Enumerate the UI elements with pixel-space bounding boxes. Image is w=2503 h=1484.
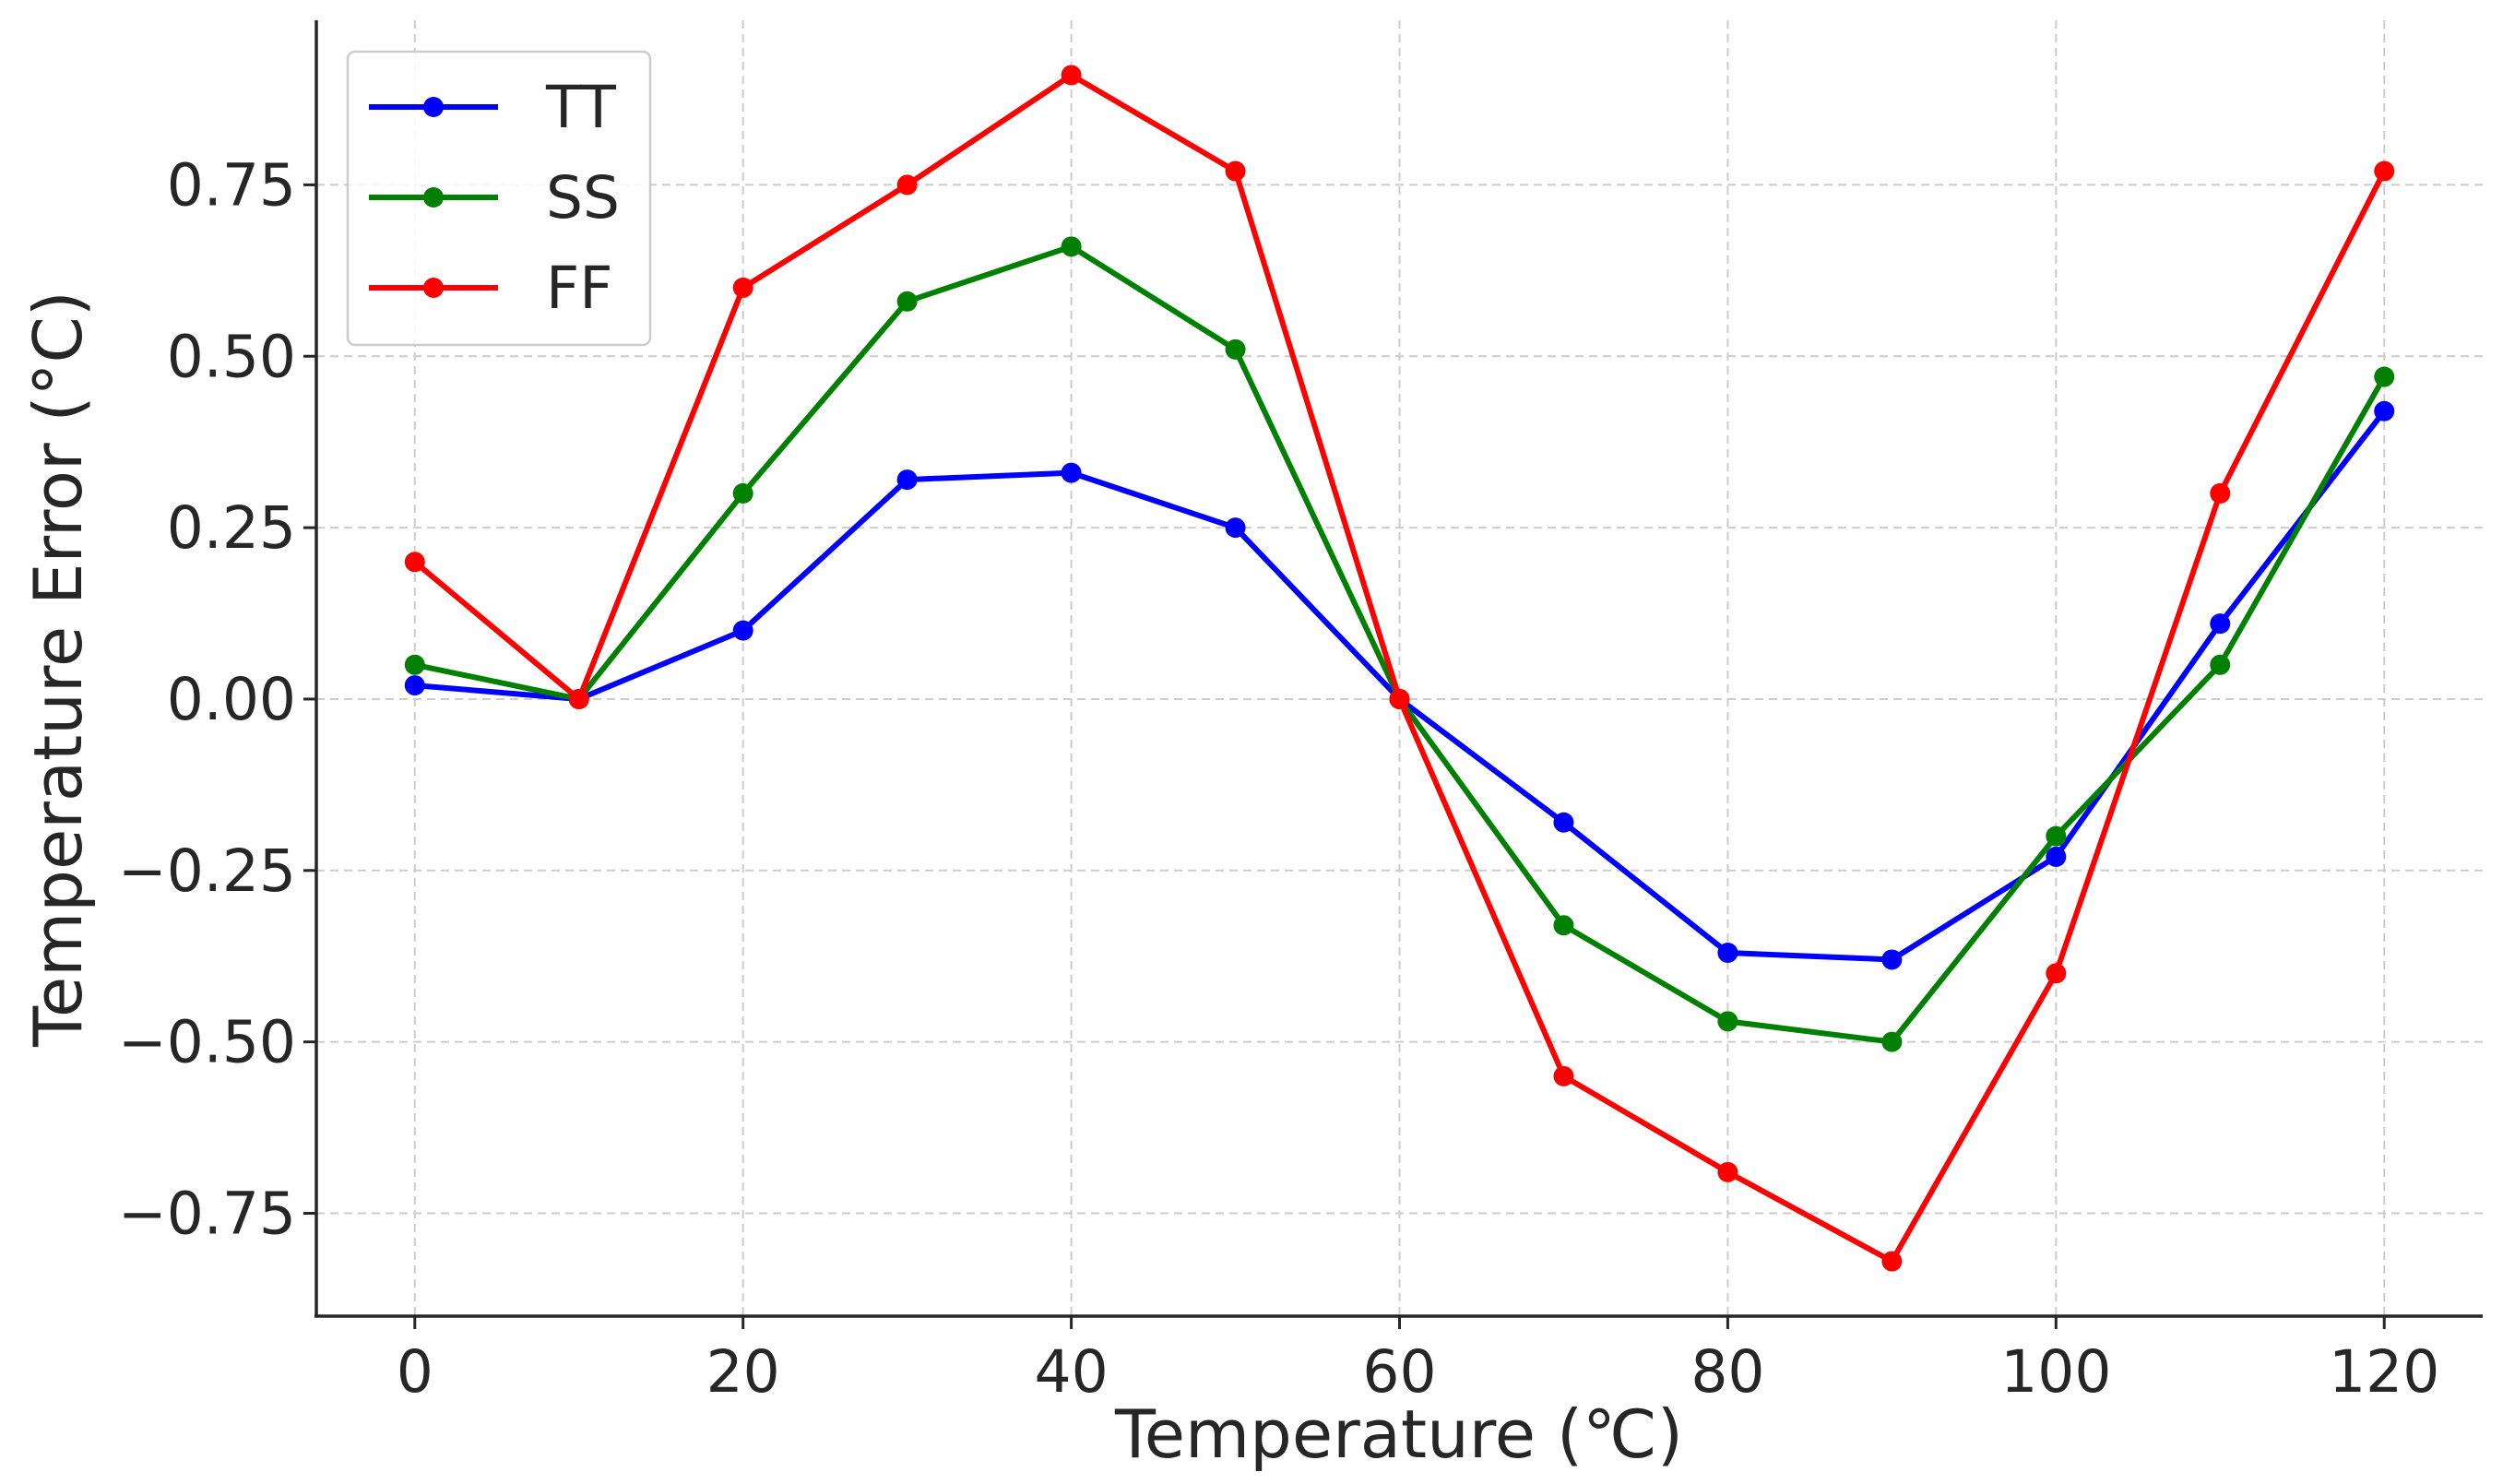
data-point-ss (732, 482, 753, 504)
data-point-ss (1717, 1011, 1738, 1032)
data-point-tt (1553, 812, 1574, 833)
data-point-ff (2210, 482, 2231, 504)
y-tick-label: 0.50 (167, 323, 296, 390)
data-point-ff (1717, 1161, 1738, 1182)
data-point-ff (896, 174, 918, 196)
legend-swatch-marker (423, 187, 444, 208)
y-tick-label: 0.25 (167, 494, 296, 562)
x-axis-title: Temperature (℃) (1114, 1395, 1683, 1473)
data-point-tt (2210, 613, 2231, 635)
series-line-ff (411, 72, 2388, 1264)
y-tick-label: 0.75 (167, 151, 296, 219)
y-ticks: −0.75 −0.50 −0.25 0.00 0.25 0.50 0.75 (118, 151, 316, 1247)
data-point-ss (404, 654, 425, 675)
data-point-ss (1553, 915, 1574, 936)
data-point-tt (1225, 517, 1246, 539)
data-point-tt (896, 469, 918, 491)
data-point-tt (2046, 846, 2067, 867)
data-point-ss (2374, 366, 2395, 387)
data-point-tt (1717, 943, 1738, 964)
data-point-ff (1389, 688, 1410, 709)
y-tick-label: −0.50 (118, 1009, 296, 1076)
x-tick-label: 80 (1690, 1338, 1764, 1406)
x-tick-label: 0 (397, 1338, 433, 1406)
data-point-ss (1225, 338, 1246, 360)
data-point-ff (1225, 160, 1246, 182)
data-point-ff (1061, 65, 1082, 86)
data-point-tt (404, 675, 425, 696)
x-ticks: 0 20 40 60 80 100 120 (397, 1316, 2439, 1406)
legend: TT SS FF (346, 50, 652, 347)
y-tick-label: −0.25 (118, 837, 296, 905)
data-point-ff (568, 688, 589, 709)
data-point-ff (732, 277, 753, 298)
data-point-ss (2046, 825, 2067, 847)
x-tick-label: 60 (1362, 1338, 1436, 1406)
data-point-ss (1061, 236, 1082, 257)
legend-box (346, 50, 652, 347)
legend-item-tt: TT (369, 74, 616, 141)
data-point-ff (1553, 1065, 1574, 1086)
x-tick-label: 40 (1035, 1338, 1109, 1406)
y-tick-label: −0.75 (118, 1180, 296, 1247)
legend-item-ff: FF (369, 255, 612, 322)
legend-label: TT (545, 74, 616, 141)
legend-label: SS (546, 164, 620, 232)
data-point-tt (732, 620, 753, 641)
data-point-ss (2210, 654, 2231, 675)
data-point-tt (1061, 462, 1082, 483)
grid (316, 20, 2483, 1316)
data-point-ff (404, 552, 425, 573)
y-tick-label: 0.00 (167, 666, 296, 733)
series-ff (404, 65, 2395, 1272)
x-tick-label: 120 (2329, 1338, 2439, 1406)
legend-swatch-marker (423, 97, 444, 117)
data-point-ff (2374, 160, 2395, 182)
legend-item-ss: SS (369, 164, 620, 232)
data-point-ff (1881, 1251, 1903, 1272)
data-point-ss (896, 291, 918, 312)
data-point-tt (2374, 400, 2395, 421)
data-point-ss (1881, 1031, 1903, 1052)
legend-label: FF (546, 255, 612, 322)
y-axis-title: Temperature Error (°C) (19, 291, 97, 1048)
data-point-tt (1881, 949, 1903, 970)
data-point-ff (2046, 963, 2067, 984)
x-tick-label: 100 (2000, 1338, 2111, 1406)
series (404, 65, 2395, 1272)
x-tick-label: 20 (706, 1338, 780, 1406)
legend-swatch-marker (423, 278, 444, 298)
